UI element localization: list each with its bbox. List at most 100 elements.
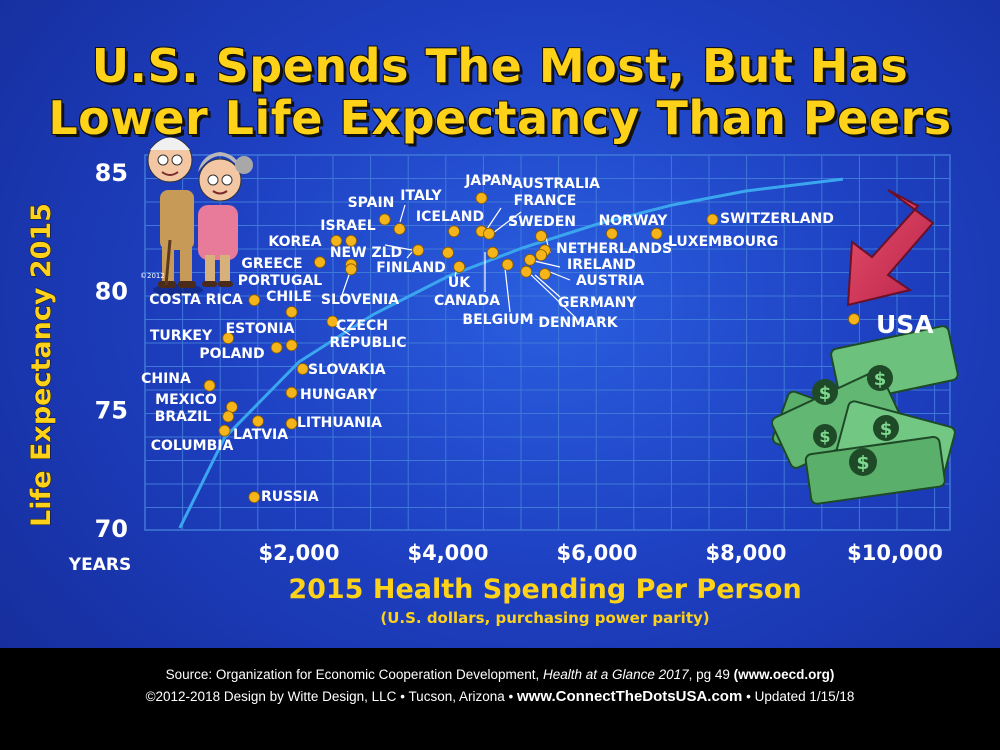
x-tick-label: $2,000 [258,541,339,565]
leader-line [534,274,561,298]
x-tick-label: $8,000 [705,541,786,565]
label-poland: POLAND [199,346,264,362]
label-canada: CANADA [434,293,500,309]
source-line: Source: Organization for Economic Cooper… [0,667,1000,682]
source-url: (www.oecd.org) [733,667,835,682]
label-finland: FINLAND [376,260,446,276]
money-pile-icon: $ $ $ $ $ [770,325,959,505]
x-axis-ticks: $2,000 $4,000 $6,000 $8,000 $10,000 [258,541,942,565]
bullet-3: • [746,689,751,704]
svg-text:$: $ [880,419,893,440]
data-point-hungary [285,386,298,399]
data-point-brazil [222,410,235,423]
label-usa: USA [876,310,934,339]
x-tick-label: $4,000 [407,541,488,565]
label-turkey: TURKEY [150,328,213,344]
label-slovakia: SLOVAKIA [308,362,386,378]
label-ireland: IRELAND [567,257,636,273]
illustration-copyright: ©2012 [140,272,165,280]
data-point-japan [475,192,488,205]
source-prefix: Source: Organization for Economic Cooper… [165,667,544,682]
credit-line: ©2012-2018 Design by Witte Design, LLC •… [0,688,1000,705]
y-tick-label: 70 [95,515,128,543]
label-luxembourg: LUXEMBOURG [668,234,778,250]
svg-text:$: $ [874,369,887,390]
label-austria: AUSTRIA [576,273,644,289]
data-point-spain [378,213,391,226]
label-germany: GERMANY [558,295,637,311]
data-point-new-zld [412,244,425,257]
bullet-1: • [400,689,405,704]
gridlines [144,154,951,531]
label-norway: NORWAY [599,213,669,229]
credit-text: ©2012-2018 Design by Witte Design, LLC [145,689,397,704]
x-tick-label: $6,000 [556,541,637,565]
data-point-norway [606,227,618,240]
label-france: FRANCE [514,193,577,209]
y-axis-label: Life Expectancy 2015 [26,203,57,527]
y-tick-label: 85 [95,159,128,187]
data-point-uk [453,260,466,273]
label-new-zld: NEW ZLD [330,245,402,261]
label-czech: CZECH [336,318,388,334]
label-uk: UK [448,275,471,291]
website-link[interactable]: www.ConnectTheDotsUSA.com [517,688,743,705]
title-line-2: Lower Life Expectancy Than Peers [48,91,952,145]
label-mexico: MEXICO [155,392,217,408]
trend-curve [178,177,844,529]
leader-line [527,271,576,318]
leader-line [399,204,406,223]
footer: Source: Organization for Economic Cooper… [0,648,1000,750]
y-tick-label: 75 [95,396,128,424]
data-point-poland [270,341,283,354]
label-sweden: SWEDEN [508,214,576,230]
svg-text:$: $ [819,427,830,446]
label-australia: AUSTRALIA [512,176,600,192]
leader-line [341,271,351,296]
label-republic: REPUBLIC [329,335,406,351]
data-point-turkey [222,332,235,345]
title-line-1: U.S. Spends The Most, But Has [91,39,909,93]
label-costa-rica: COSTA RICA [149,292,243,308]
data-point-slovakia [296,363,309,375]
data-point-finland [442,246,454,259]
svg-text:$: $ [856,452,869,474]
chart-title: U.S. Spends The Most, But Has Lower Life… [0,40,1000,144]
label-leader-lines [329,204,576,336]
data-point-russia [248,491,261,504]
data-point-canada [486,246,499,259]
data-point-ireland [535,249,547,262]
data-point-iceland [448,225,460,238]
label-switzerland: SWITZERLAND [720,211,834,227]
label-greece: GREECE [241,256,302,272]
data-point-belgium [501,258,514,271]
label-portugal: PORTUGAL [238,273,323,289]
data-point-korea [330,234,343,247]
x-axis-sublabel: (U.S. dollars, purchasing power parity) [380,609,709,627]
label-china: CHINA [141,371,191,387]
label-denmark: DENMARK [538,315,618,331]
data-point-estonia [285,339,298,352]
label-brazil: BRAZIL [155,409,212,425]
credit-location: Tucson, Arizona [408,689,505,704]
data-point-sweden [535,230,547,243]
label-korea: KOREA [268,234,321,250]
data-point-slovenia [345,263,358,276]
source-page: , pg 49 [688,667,734,682]
data-point-latvia [252,415,264,428]
label-lithuania: LITHUANIA [297,415,382,431]
data-point-luxembourg [650,227,663,240]
x-axis-label: 2015 Health Spending Per Person [288,574,801,605]
label-columbia: COLUMBIA [151,438,234,454]
data-point-usa [848,313,860,326]
bullet-2: • [508,689,514,704]
data-point-chile [285,306,298,318]
data-point-denmark [520,265,533,278]
data-point-greece [313,256,326,269]
label-hungary: HUNGARY [300,387,378,403]
elderly-couple-icon: ©2012 [140,137,253,296]
leader-line [406,251,413,259]
data-points [203,192,860,504]
data-point-lithuania [285,417,298,430]
